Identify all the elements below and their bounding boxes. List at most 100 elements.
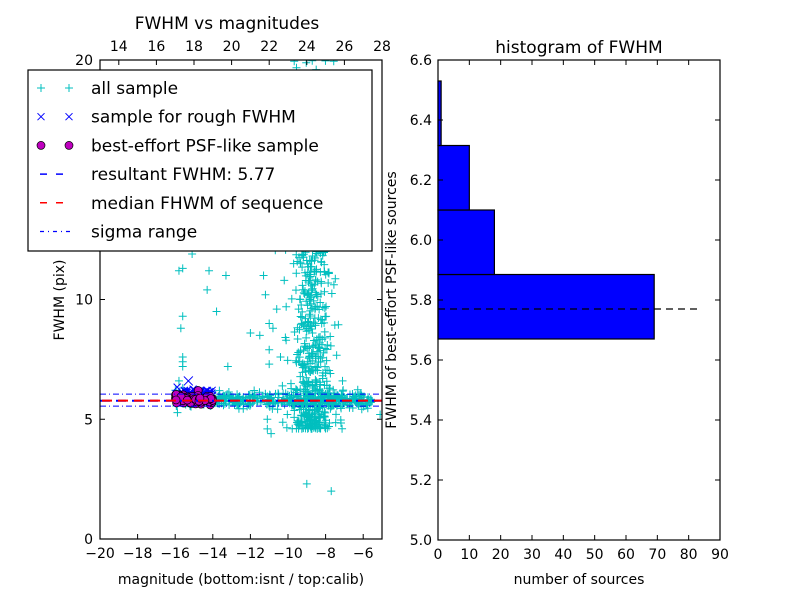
legend-label: resultant FWHM: 5.77: [91, 165, 275, 185]
all-sample-point: [326, 341, 335, 350]
top-x-tick-label: 20: [223, 39, 241, 55]
legend-item: sample for rough FWHM: [37, 108, 296, 128]
all-sample-point: [225, 400, 234, 409]
all-sample-point: [292, 269, 301, 278]
histogram-bar: [437, 273, 655, 340]
legend-box: [27, 69, 373, 252]
all-sample-point: [321, 362, 330, 371]
all-sample-point: [283, 356, 292, 365]
all-sample-point: [294, 348, 303, 357]
legend-plus-marker: [65, 84, 73, 92]
all-sample-point: [366, 395, 375, 404]
hist-x-tick-label: 80: [680, 547, 698, 563]
all-sample-point: [292, 424, 301, 433]
all-sample-point: [268, 324, 277, 333]
all-sample-point: [329, 280, 338, 289]
all-sample-point: [305, 310, 314, 319]
all-sample-point: [301, 409, 310, 418]
all-sample-point: [325, 384, 334, 393]
all-sample-point: [322, 302, 331, 311]
hist-x-tick-label: 60: [617, 547, 635, 563]
all-sample-point: [279, 389, 288, 398]
all-sample-point: [271, 399, 280, 408]
hist-y-tick-label: 5.8: [410, 293, 432, 309]
hist-y-tick-label: 5.6: [410, 353, 432, 369]
all-sample-point: [308, 60, 317, 65]
all-sample-point: [296, 258, 305, 267]
all-sample-point: [308, 400, 317, 409]
all-sample-point: [300, 289, 309, 298]
histogram-plot: 0 10 20 30 40 50 60 70 80 90 5.0 5.2 5.4 5.6 5.8 6.0 6.2…: [384, 38, 729, 588]
legend-circle-marker: [36, 141, 46, 150]
all-sample-point: [303, 380, 312, 389]
all-sample-point: [314, 401, 323, 410]
all-sample-point: [265, 395, 274, 404]
all-sample-point: [314, 344, 323, 353]
all-sample-point: [176, 324, 185, 333]
legend-item: sigma range: [40, 223, 197, 243]
all-sample-point: [303, 394, 312, 403]
all-sample-point: [311, 341, 320, 350]
top-x-tick-label: 14: [110, 39, 128, 55]
all-sample-point: [174, 376, 183, 385]
all-sample-point: [327, 289, 336, 298]
all-sample-point: [261, 290, 270, 299]
all-sample-point: [314, 333, 323, 342]
all-sample-point: [315, 378, 324, 387]
all-sample-point: [250, 386, 259, 395]
histogram-title: histogram of FWHM: [495, 38, 662, 58]
histogram-bars: [437, 80, 655, 340]
y-tick-label: 20: [75, 53, 93, 69]
all-sample-point: [287, 384, 296, 393]
hist-y-tick-label: 6.6: [410, 53, 432, 69]
all-sample-point: [324, 279, 333, 288]
all-sample-point: [278, 381, 287, 390]
all-sample-point: [320, 287, 329, 296]
all-sample-point: [215, 386, 224, 395]
rough-sample-point: [183, 376, 194, 386]
all-sample-point: [173, 408, 182, 417]
all-sample-point: [293, 323, 302, 332]
all-sample-point: [324, 422, 333, 431]
all-sample-point: [305, 256, 314, 265]
all-sample-point: [273, 405, 282, 414]
all-sample-point: [259, 271, 268, 280]
all-sample-point: [320, 303, 329, 312]
y-tick-label: 0: [84, 532, 93, 548]
all-sample-point: [282, 423, 291, 432]
all-sample-point: [336, 416, 345, 425]
all-sample-point: [316, 298, 325, 307]
histogram-bar: [437, 144, 470, 211]
all-sample-point: [329, 385, 338, 394]
scatter-plot: −20 −18 −16 −14 −12 −10 −8 −6 14 16 18 20 22 24 26 28 0 5…: [27, 14, 391, 588]
all-sample-point: [327, 487, 336, 496]
all-sample-point: [338, 376, 347, 385]
all-sample-point: [178, 312, 187, 321]
legend-label: best-effort PSF-like sample: [91, 136, 319, 156]
all-sample-point: [293, 335, 302, 344]
all-sample-point: [376, 410, 382, 419]
all-sample-point: [329, 60, 338, 66]
all-sample-point: [326, 332, 335, 341]
all-sample-point: [278, 418, 287, 427]
all-sample-point: [290, 327, 299, 336]
legend-item: resultant FWHM: 5.77: [40, 165, 275, 185]
all-sample-point: [304, 366, 313, 375]
legend-label: sample for rough FWHM: [91, 108, 296, 128]
all-sample-point: [311, 422, 320, 431]
all-sample-point: [267, 429, 276, 438]
all-sample-point: [276, 352, 285, 361]
histogram-bar: [437, 209, 496, 276]
all-sample-point: [287, 401, 296, 410]
all-sample-point: [293, 386, 302, 395]
all-sample-point: [244, 390, 253, 399]
all-sample-point: [290, 60, 299, 66]
all-sample-point: [290, 406, 299, 415]
all-sample-point: [302, 479, 311, 488]
hist-y-tick-label: 6.0: [410, 233, 432, 249]
all-sample-point: [306, 280, 315, 289]
all-sample-point: [316, 268, 325, 277]
y-tick-label: 10: [75, 293, 93, 309]
all-sample-point: [357, 405, 366, 414]
